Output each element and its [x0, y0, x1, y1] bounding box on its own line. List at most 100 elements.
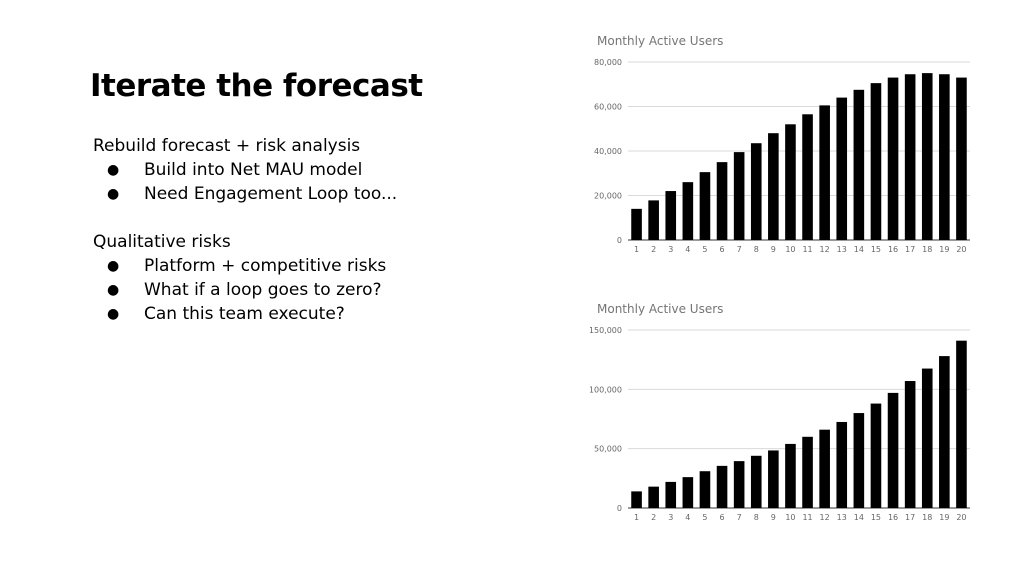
x-tick-label: 18	[922, 245, 932, 254]
y-tick-label: 40,000	[594, 147, 622, 156]
bar	[648, 200, 659, 240]
bar	[836, 97, 848, 240]
y-tick-label: 0	[617, 236, 622, 245]
x-tick-label: 3	[668, 513, 673, 522]
bullet-dot-icon: ●	[107, 186, 120, 202]
x-tick-label: 15	[871, 245, 881, 254]
y-tick-label: 60,000	[594, 103, 622, 112]
x-tick-label: 9	[771, 513, 776, 522]
bar	[819, 429, 830, 508]
x-tick-label: 17	[905, 513, 915, 522]
bullet-text: Can this team execute?	[144, 304, 345, 324]
x-tick-label: 8	[754, 513, 759, 522]
bullet-item: ● Need Engagement Loop too...	[93, 182, 513, 206]
bullet-item: ● What if a loop goes to zero?	[93, 278, 513, 302]
bar	[733, 152, 745, 240]
bullet-text: Platform + competitive risks	[144, 256, 387, 276]
x-tick-label: 16	[888, 513, 898, 522]
chart-title: Monthly Active Users	[597, 34, 723, 48]
bullet-dot-icon: ●	[107, 282, 120, 298]
bar	[939, 74, 950, 240]
x-tick-label: 4	[685, 513, 690, 522]
slide-body: Rebuild forecast + risk analysis ● Build …	[93, 134, 513, 326]
x-tick-label: 1	[634, 245, 639, 254]
x-tick-label: 15	[871, 513, 881, 522]
bullet-text: Need Engagement Loop too...	[144, 184, 398, 204]
bar	[836, 421, 848, 508]
bar	[802, 114, 813, 240]
y-tick-label: 50,000	[594, 445, 622, 454]
x-tick-label: 5	[702, 245, 707, 254]
x-tick-label: 7	[737, 513, 742, 522]
bar	[699, 172, 711, 240]
bullet-item: ● Build into Net MAU model	[93, 158, 513, 182]
y-tick-label: 80,000	[594, 58, 622, 67]
bar	[682, 477, 694, 508]
bar	[904, 381, 916, 508]
bar	[939, 356, 950, 508]
y-tick-label: 20,000	[594, 192, 622, 201]
bar	[750, 143, 762, 240]
bar	[648, 486, 659, 508]
x-tick-label: 13	[837, 513, 847, 522]
section-heading-risks: Qualitative risks	[93, 232, 231, 252]
x-tick-label: 1	[634, 513, 639, 522]
risks-bullet-list: ● Platform + competitive risks ● What if a…	[93, 254, 513, 326]
bullet-dot-icon: ●	[107, 162, 120, 178]
x-tick-label: 10	[785, 245, 795, 254]
x-tick-label: 7	[737, 245, 742, 254]
x-tick-label: 5	[702, 513, 707, 522]
bar	[904, 74, 916, 240]
x-tick-label: 3	[668, 245, 673, 254]
bar	[785, 443, 796, 508]
x-tick-label: 13	[837, 245, 847, 254]
y-tick-label: 150,000	[590, 326, 622, 335]
bar	[665, 481, 677, 508]
bar	[921, 368, 933, 508]
bar	[682, 182, 694, 240]
bar	[802, 436, 813, 508]
bar	[887, 392, 899, 508]
x-tick-label: 12	[820, 513, 830, 522]
x-tick-label: 14	[854, 513, 864, 522]
bar	[750, 455, 762, 508]
bar	[785, 124, 796, 240]
x-tick-label: 12	[820, 245, 830, 254]
x-tick-label: 16	[888, 245, 898, 254]
bar	[716, 162, 728, 240]
bar	[733, 461, 745, 508]
chart-svg: Monthly Active Users 0 20,000 40,000 60,000 8…	[594, 34, 970, 254]
bar	[853, 89, 865, 240]
x-tick-label: 20	[956, 245, 966, 254]
section-heading-forecast: Rebuild forecast + risk analysis	[93, 136, 361, 156]
x-tick-label: 14	[854, 245, 864, 254]
x-tick-label: 9	[771, 245, 776, 254]
y-tick-label: 100,000	[590, 385, 622, 394]
bullet-dot-icon: ●	[107, 258, 120, 274]
bar	[887, 77, 899, 240]
bullet-item: ● Can this team execute?	[93, 302, 513, 326]
x-tick-label: 4	[685, 245, 690, 254]
bar	[665, 191, 677, 240]
x-tick-label: 2	[651, 513, 656, 522]
bar	[819, 105, 830, 240]
x-tick-label: 8	[754, 245, 759, 254]
bar	[631, 491, 642, 508]
bullet-text: What if a loop goes to zero?	[144, 280, 382, 300]
mau-chart-bottom: Monthly Active Users 0 50,000 100,000 150,00…	[590, 298, 980, 538]
slide-title: Iterate the forecast	[90, 68, 423, 104]
bar	[768, 450, 779, 508]
chart-svg: Monthly Active Users 0 50,000 100,000 150,00…	[590, 302, 970, 522]
bar	[870, 83, 882, 240]
bar	[921, 73, 933, 240]
bullet-text: Build into Net MAU model	[144, 160, 363, 180]
x-tick-label: 11	[802, 513, 812, 522]
bar	[699, 471, 711, 508]
x-tick-label: 20	[956, 513, 966, 522]
bullet-item: ● Platform + competitive risks	[93, 254, 513, 278]
bar	[956, 77, 967, 240]
x-tick-label: 19	[939, 245, 949, 254]
forecast-bullet-list: ● Build into Net MAU model ● Need Engageme…	[93, 158, 513, 206]
x-tick-label: 10	[785, 513, 795, 522]
bar	[853, 413, 865, 508]
